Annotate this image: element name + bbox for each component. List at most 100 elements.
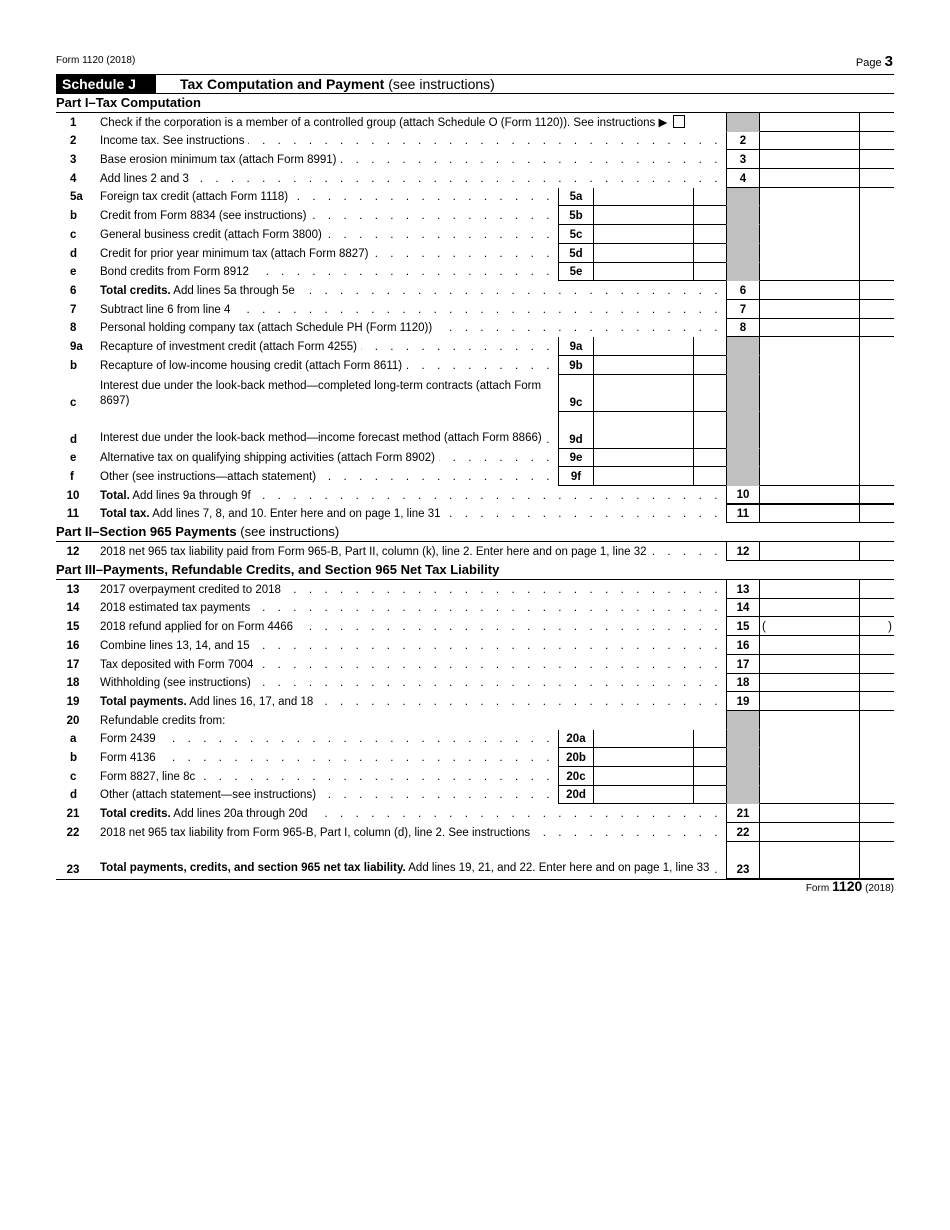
cents-input[interactable] <box>860 319 894 338</box>
sub-amount-input[interactable] <box>594 337 694 356</box>
sub-cents-input[interactable] <box>694 244 726 263</box>
sub-amount-input[interactable] <box>594 187 694 207</box>
amount-input[interactable] <box>760 673 860 693</box>
amount-input[interactable] <box>760 636 860 655</box>
cents-input[interactable] <box>860 300 894 319</box>
amount-input[interactable] <box>760 467 860 486</box>
cents-input[interactable] <box>860 505 894 524</box>
sub-cents-input[interactable] <box>694 356 726 375</box>
sub-amount-input[interactable] <box>594 262 694 282</box>
amount-input[interactable] <box>760 411 860 449</box>
cents-input[interactable] <box>860 786 894 805</box>
cents-input[interactable] <box>860 711 894 730</box>
cents-input[interactable] <box>860 467 894 486</box>
amount-input[interactable] <box>760 823 860 842</box>
sub-cents-input[interactable] <box>694 748 726 767</box>
cents-input[interactable] <box>860 636 894 655</box>
amount-input[interactable] <box>760 225 860 244</box>
amount-input[interactable] <box>760 580 860 599</box>
sub-cents-input[interactable] <box>694 412 726 449</box>
sub-cents-input[interactable] <box>694 337 726 356</box>
amount-input[interactable] <box>760 374 860 412</box>
sub-amount-input[interactable] <box>594 225 694 244</box>
sub-cents-input[interactable] <box>694 730 726 749</box>
cents-input[interactable] <box>860 244 894 263</box>
sub-cents-input[interactable] <box>694 375 726 412</box>
amount-input[interactable] <box>760 355 860 375</box>
amount-input[interactable] <box>760 150 860 170</box>
amount-input[interactable] <box>760 804 860 823</box>
cents-input[interactable] <box>860 767 894 786</box>
sub-cents-input[interactable] <box>694 263 726 282</box>
amount-input[interactable] <box>760 243 860 263</box>
amount-input[interactable] <box>760 766 860 786</box>
cents-input[interactable] <box>860 113 894 132</box>
amount-input[interactable] <box>760 542 860 562</box>
cents-input[interactable] <box>860 823 894 842</box>
cents-input[interactable] <box>860 748 894 767</box>
amount-input[interactable] <box>760 281 860 300</box>
cents-input[interactable] <box>860 692 894 711</box>
amount-input[interactable] <box>760 748 860 767</box>
sub-amount-input[interactable] <box>594 374 694 412</box>
sub-amount-input[interactable] <box>594 467 694 486</box>
amount-input[interactable] <box>760 337 860 356</box>
sub-cents-input[interactable] <box>694 225 726 244</box>
cents-input[interactable] <box>860 804 894 823</box>
cents-input[interactable] <box>860 599 894 618</box>
sub-amount-input[interactable] <box>594 411 694 449</box>
amount-input[interactable] <box>760 187 860 207</box>
sub-cents-input[interactable] <box>694 206 726 226</box>
amount-input[interactable] <box>760 299 860 319</box>
amount-input[interactable] <box>760 692 860 711</box>
sub-cents-input[interactable] <box>694 786 726 805</box>
cents-input[interactable]: ) <box>860 617 894 637</box>
amount-input[interactable] <box>760 710 860 730</box>
amount-input[interactable] <box>760 598 860 618</box>
amount-input[interactable] <box>760 169 860 188</box>
cents-input[interactable] <box>860 449 894 468</box>
cents-input[interactable] <box>860 263 894 282</box>
amount-input[interactable] <box>760 841 860 879</box>
amount-input[interactable] <box>760 113 860 132</box>
amount-input[interactable] <box>760 785 860 805</box>
amount-input[interactable] <box>760 486 860 505</box>
sub-cents-input[interactable] <box>694 188 726 207</box>
cents-input[interactable] <box>860 337 894 356</box>
cents-input[interactable] <box>860 842 894 879</box>
amount-input[interactable]: ( <box>760 617 860 637</box>
amount-input[interactable] <box>760 654 860 674</box>
cents-input[interactable] <box>860 150 894 170</box>
amount-input[interactable] <box>760 504 860 524</box>
cents-input[interactable] <box>860 412 894 449</box>
amount-input[interactable] <box>760 131 860 151</box>
cents-input[interactable] <box>860 206 894 225</box>
sub-amount-input[interactable] <box>594 766 694 786</box>
sub-cents-input[interactable] <box>694 467 726 486</box>
cents-input[interactable] <box>860 730 894 749</box>
cents-input[interactable] <box>860 674 894 693</box>
sub-amount-input[interactable] <box>594 729 694 749</box>
sub-amount-input[interactable] <box>594 243 694 263</box>
sub-cents-input[interactable] <box>694 449 726 468</box>
cents-input[interactable] <box>860 169 894 188</box>
cents-input[interactable] <box>860 486 894 505</box>
sub-amount-input[interactable] <box>594 206 694 226</box>
cents-input[interactable] <box>860 542 894 562</box>
amount-input[interactable] <box>760 318 860 338</box>
cents-input[interactable] <box>860 225 894 244</box>
amount-input[interactable] <box>760 729 860 749</box>
controlled-group-checkbox[interactable] <box>673 114 686 128</box>
cents-input[interactable] <box>860 375 894 412</box>
cents-input[interactable] <box>860 281 894 300</box>
amount-input[interactable] <box>760 206 860 226</box>
sub-amount-input[interactable] <box>594 355 694 375</box>
cents-input[interactable] <box>860 132 894 151</box>
amount-input[interactable] <box>760 262 860 282</box>
sub-cents-input[interactable] <box>694 767 726 786</box>
cents-input[interactable] <box>860 356 894 375</box>
cents-input[interactable] <box>860 580 894 599</box>
sub-amount-input[interactable] <box>594 448 694 468</box>
cents-input[interactable] <box>860 188 894 207</box>
sub-amount-input[interactable] <box>594 748 694 767</box>
